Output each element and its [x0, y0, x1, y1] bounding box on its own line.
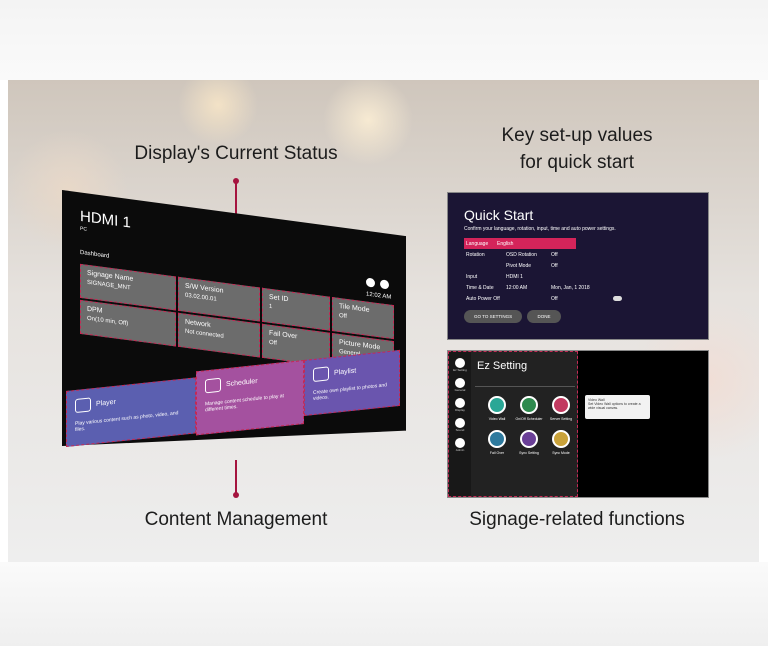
label-content-management: Content Management: [144, 509, 328, 530]
sidebar-item[interactable]: Display: [449, 398, 471, 412]
app-icon: [488, 396, 506, 414]
app-icon: [552, 396, 570, 414]
input-name: HDMI 1: [80, 207, 131, 232]
content-desc: Play various content such as photo, vide…: [75, 410, 179, 434]
bottom-margin: [0, 562, 768, 646]
settings-sidebar: Ez Setting General Display Sound Admin: [449, 352, 471, 496]
content-scheduler[interactable]: Scheduler Manage content schedule to play…: [196, 359, 304, 436]
label-signage-functions: Signage-related functions: [469, 509, 685, 530]
app-icon: [520, 430, 538, 448]
top-margin: [0, 0, 768, 80]
row-label: Auto Power Off: [466, 295, 500, 302]
sidebar-item[interactable]: Admin: [449, 438, 471, 452]
tooltip: Video Wall Set Video Wall options to crea…: [585, 395, 650, 419]
auto-power-toggle[interactable]: [613, 296, 622, 301]
quick-start-screen: Quick Start Confirm your language, rotat…: [447, 192, 709, 340]
sidebar-label: Display: [455, 408, 465, 412]
app-item[interactable]: Sync Setting: [511, 430, 547, 455]
sidebar-item[interactable]: General: [449, 378, 471, 392]
app-label: Fail Over: [489, 451, 505, 455]
row-value: Off: [551, 251, 558, 258]
playlist-icon: [313, 366, 329, 383]
quick-start-subtitle: Confirm your language, rotation, input, …: [464, 226, 616, 232]
sidebar-label: Admin: [455, 448, 465, 452]
input-sub: PC: [80, 225, 87, 233]
row-value: Off: [551, 295, 558, 302]
content-title: Player: [96, 398, 116, 408]
content-desc: Manage content schedule to play at diffe…: [205, 393, 284, 414]
row-value: 12:00 AM: [506, 284, 528, 291]
tile-tile-mode[interactable]: Tile Mode Off: [332, 297, 394, 340]
row-value: Mon, Jan, 1 2018: [551, 284, 590, 291]
row-label: Input: [466, 273, 478, 280]
row-label: Time & Date: [466, 284, 494, 291]
sidebar-item[interactable]: Sound: [449, 418, 471, 432]
app-label: Video Wall: [488, 417, 506, 421]
label-setup-line1: Key set-up values: [501, 125, 653, 146]
app-item[interactable]: On/Off Scheduler: [511, 396, 547, 421]
app-icon: [552, 430, 570, 448]
connector-line: [235, 460, 237, 495]
app-item[interactable]: Fail Over: [479, 430, 515, 455]
ez-setting-screen: Ez Setting General Display Sound Admin Ez Se…: [447, 350, 709, 498]
content-player[interactable]: Player Play various content such as photo…: [66, 377, 196, 447]
setting-row[interactable]: Input HDMI 1: [464, 271, 692, 282]
row-label: Rotation: [466, 251, 485, 258]
tooltip-title: Video Wall: [588, 398, 605, 402]
app-label: Server Setting: [549, 417, 573, 421]
go-to-settings-button[interactable]: GO TO SETTINGS: [464, 310, 523, 323]
scheduler-icon: [205, 377, 221, 394]
clock: 12:02 AM: [366, 291, 392, 301]
sidebar-item[interactable]: Ez Setting: [449, 358, 471, 372]
label-display-status: Display's Current Status: [134, 143, 338, 164]
setting-row[interactable]: Time & Date 12:00 AM Mon, Jan, 1 2018: [464, 282, 692, 293]
row-value: English: [496, 240, 514, 247]
row-value: Pivot Mode: [506, 262, 532, 269]
app-label: Sync Mode: [552, 451, 570, 455]
content-playlist[interactable]: Playlist Create own playlist to photos an…: [304, 349, 400, 416]
row-value: HDMI 1: [506, 273, 523, 280]
quick-start-title: Quick Start: [464, 207, 534, 223]
app-item[interactable]: Video Wall: [479, 396, 515, 421]
app-item[interactable]: Server Setting: [543, 396, 579, 421]
category-icon: [455, 438, 465, 448]
done-button[interactable]: DONE: [527, 310, 561, 323]
ez-setting-title: Ez Setting: [477, 360, 528, 372]
setting-row[interactable]: Rotation OSD Rotation Off: [464, 249, 692, 260]
app-item[interactable]: Sync Mode: [543, 430, 579, 455]
connector-dot: [233, 492, 239, 498]
content-title: Scheduler: [226, 377, 258, 388]
setting-row[interactable]: Language English: [464, 238, 576, 249]
category-icon: [455, 358, 465, 368]
app-icon: [488, 430, 506, 448]
category-icon: [455, 398, 465, 408]
sidebar-label: Ez Setting: [453, 368, 467, 372]
setting-row[interactable]: Auto Power Off Off: [464, 293, 692, 304]
row-value: OSD Rotation: [506, 251, 537, 258]
player-icon: [75, 397, 91, 414]
sidebar-label: Sound: [455, 428, 465, 432]
category-icon: [455, 418, 465, 428]
content-desc: Create own playlist to photos and videos…: [313, 382, 387, 403]
category-icon: [455, 378, 465, 388]
app-label: Sync Setting: [519, 451, 539, 455]
sidebar-label: General: [454, 388, 466, 392]
dashboard-label: Dashboard: [80, 249, 110, 260]
app-label: On/Off Scheduler: [515, 417, 543, 421]
app-icon: [520, 396, 538, 414]
row-value: Off: [551, 262, 558, 269]
row-label: Language: [466, 240, 489, 247]
divider: [475, 386, 575, 387]
tooltip-text: Set Video Wall options to create a wide …: [588, 402, 641, 410]
power-icon[interactable]: [380, 279, 389, 290]
content-title: Playlist: [334, 367, 357, 377]
label-setup-line2: for quick start: [519, 152, 635, 173]
settings-icon[interactable]: [366, 277, 375, 288]
setting-row[interactable]: Pivot Mode Off: [464, 260, 692, 271]
